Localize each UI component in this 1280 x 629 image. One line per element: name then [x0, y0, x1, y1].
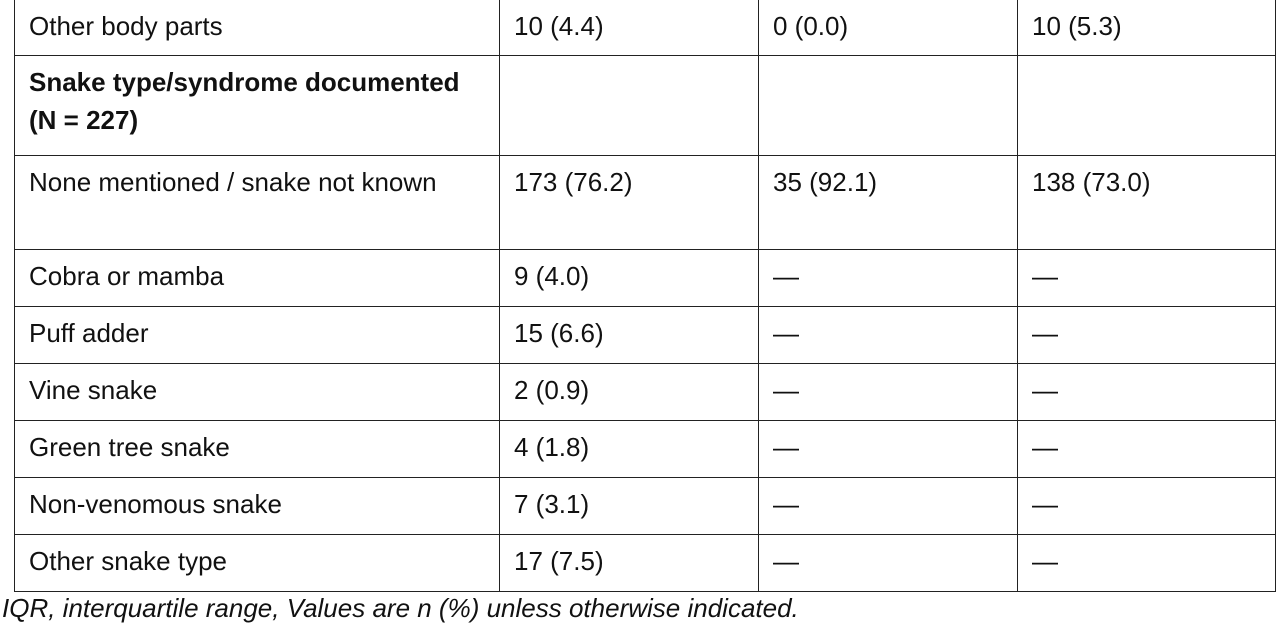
cell: 35 (92.1): [758, 155, 1018, 250]
row-label: Non-venomous snake: [14, 477, 500, 535]
cell: 15 (6.6): [499, 306, 759, 364]
table-row: Other snake type 17 (7.5) — —: [14, 534, 1276, 592]
cell: 7 (3.1): [499, 477, 759, 535]
row-label: Cobra or mamba: [14, 249, 500, 307]
cell: —: [1017, 534, 1276, 592]
data-table: Other body parts 10 (4.4) 0 (0.0) 10 (5.3) S…: [14, 0, 1276, 592]
row-label: Other body parts: [14, 0, 500, 56]
cell: —: [758, 306, 1018, 364]
footnote: IQR, interquartile range, Values are n (…: [2, 593, 799, 623]
cell: —: [758, 477, 1018, 535]
cell: —: [1017, 363, 1276, 421]
cell: 173 (76.2): [499, 155, 759, 250]
table-row: Non-venomous snake 7 (3.1) — —: [14, 477, 1276, 535]
table-row: None mentioned / snake not known 173 (76.…: [14, 155, 1276, 250]
table-body: Other body parts 10 (4.4) 0 (0.0) 10 (5.3) S…: [14, 0, 1276, 592]
table-row: Snake type/syndrome documented (N = 227): [14, 55, 1276, 156]
cell: [499, 55, 759, 156]
cell: —: [1017, 249, 1276, 307]
cell: 10 (4.4): [499, 0, 759, 56]
cell: 10 (5.3): [1017, 0, 1276, 56]
row-label: Green tree snake: [14, 420, 500, 478]
cell: —: [758, 249, 1018, 307]
cell: —: [758, 420, 1018, 478]
cell: [758, 55, 1018, 156]
cell: 9 (4.0): [499, 249, 759, 307]
row-label: Other snake type: [14, 534, 500, 592]
cell: 0 (0.0): [758, 0, 1018, 56]
cell: —: [1017, 420, 1276, 478]
cell: —: [758, 363, 1018, 421]
cell: 138 (73.0): [1017, 155, 1276, 250]
cell: 17 (7.5): [499, 534, 759, 592]
row-label: Puff adder: [14, 306, 500, 364]
row-label: Vine snake: [14, 363, 500, 421]
table-row: Cobra or mamba 9 (4.0) — —: [14, 249, 1276, 307]
table-row: Vine snake 2 (0.9) — —: [14, 363, 1276, 421]
table-row: Puff adder 15 (6.6) — —: [14, 306, 1276, 364]
table-row: Other body parts 10 (4.4) 0 (0.0) 10 (5.3): [14, 0, 1276, 56]
table-row: Green tree snake 4 (1.8) — —: [14, 420, 1276, 478]
cell: —: [1017, 477, 1276, 535]
row-label: Snake type/syndrome documented (N = 227): [14, 55, 500, 156]
row-label: None mentioned / snake not known: [14, 155, 500, 250]
cell: [1017, 55, 1276, 156]
cell: —: [1017, 306, 1276, 364]
cell: 4 (1.8): [499, 420, 759, 478]
cell: 2 (0.9): [499, 363, 759, 421]
cell: —: [758, 534, 1018, 592]
